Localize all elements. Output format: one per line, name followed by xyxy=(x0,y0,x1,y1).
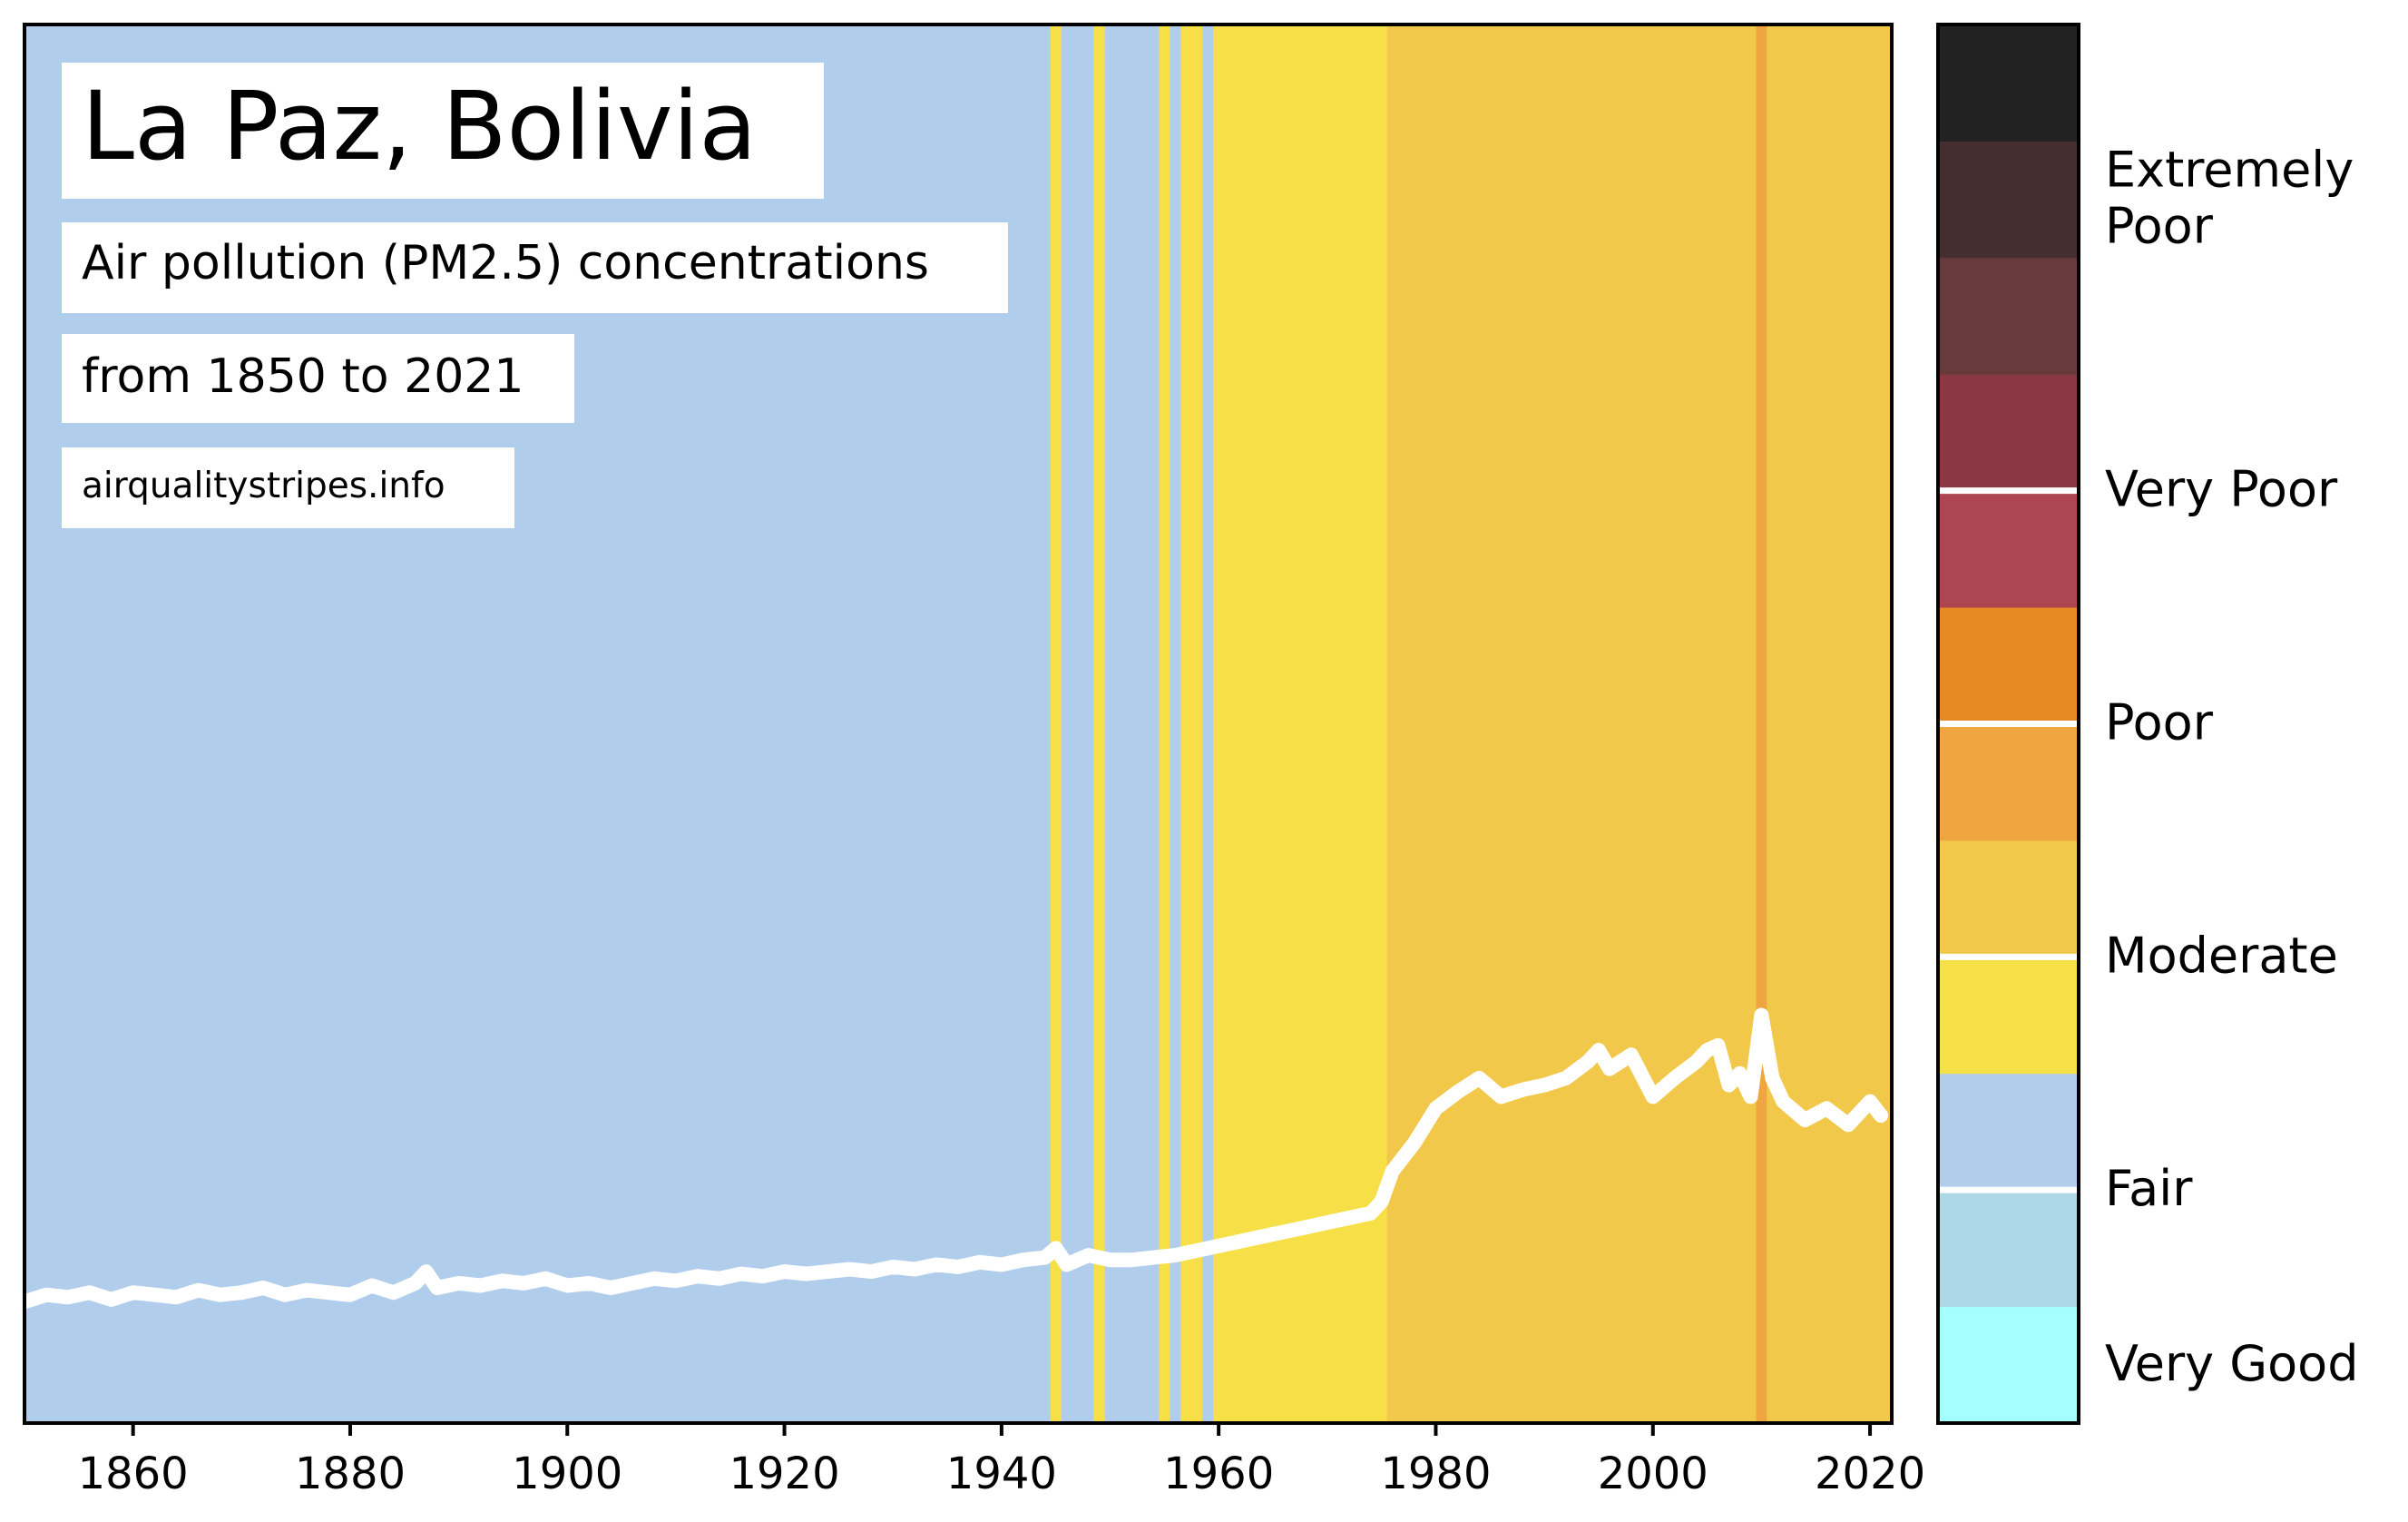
x-tick-label-1900: 1900 xyxy=(512,1448,622,1499)
subtitle-box-1: Air pollution (PM2.5) concentrations xyxy=(62,222,1008,313)
x-tick-label-1880: 1880 xyxy=(295,1448,406,1499)
stripe-4 xyxy=(1104,25,1160,1423)
legend-label-poor: Poor xyxy=(2105,694,2214,751)
chart-title: La Paz, Bolivia xyxy=(82,71,757,182)
subtitle-2-background xyxy=(62,334,574,423)
legend-label-fair: Fair xyxy=(2105,1160,2193,1217)
title-background xyxy=(62,63,824,199)
stripe-12 xyxy=(1767,25,1893,1423)
legend-segment-4 xyxy=(1938,840,2079,957)
legend-segment-2 xyxy=(1938,1073,2079,1191)
stripe-9 xyxy=(1213,25,1388,1423)
legend-segment-7 xyxy=(1938,490,2079,608)
legend-labels: Very Good Fair Moderate Poor Very Poor Extrem… xyxy=(2105,142,2359,1392)
chart-subtitle-line2: from 1850 to 2021 xyxy=(82,349,524,404)
pm25-series-line xyxy=(17,1007,1888,1310)
legend-segment-3 xyxy=(1938,957,2079,1075)
title-box: La Paz, Bolivia xyxy=(62,63,824,199)
legend-label-very-poor: Very Poor xyxy=(2105,461,2338,518)
x-tick-label-1960: 1960 xyxy=(1163,1448,1274,1499)
x-tick-label-1980: 1980 xyxy=(1380,1448,1491,1499)
x-tick-label-2020: 2020 xyxy=(1815,1448,1925,1499)
stripe-8 xyxy=(1202,25,1214,1423)
legend-frame xyxy=(1936,23,2080,1425)
legend-segment-6 xyxy=(1938,607,2079,724)
stripe-5 xyxy=(1159,25,1170,1423)
source-box: airqualitystripes.info xyxy=(62,447,514,528)
stripe-1 xyxy=(1050,25,1062,1423)
source-label: airqualitystripes.info xyxy=(82,466,445,506)
stripe-7 xyxy=(1180,25,1203,1423)
legend-segment-9 xyxy=(1938,257,2079,375)
stripe-6 xyxy=(1170,25,1181,1423)
legend-segment-11 xyxy=(1938,25,2079,142)
legend-label-extremely-poor: Extremely Poor xyxy=(2105,142,2354,255)
chart-subtitle-line1: Air pollution (PM2.5) concentrations xyxy=(82,236,929,290)
x-tick-label-1920: 1920 xyxy=(729,1448,839,1499)
x-tick-label-2000: 2000 xyxy=(1598,1448,1708,1499)
legend-segment-1 xyxy=(1938,1190,2079,1308)
stripe-10 xyxy=(1386,25,1757,1423)
stripe-11 xyxy=(1756,25,1767,1423)
legend-segment-8 xyxy=(1938,374,2079,492)
plot-frame xyxy=(23,23,1894,1425)
stripe-2 xyxy=(1061,25,1095,1423)
subtitle-box-2: from 1850 to 2021 xyxy=(62,334,574,423)
legend-segment-0 xyxy=(1938,1306,2079,1424)
legend-label-very-good: Very Good xyxy=(2105,1335,2359,1392)
legend-segment-10 xyxy=(1938,141,2079,259)
color-legend xyxy=(1938,25,2079,1424)
source-background xyxy=(62,447,514,528)
legend-label-moderate: Moderate xyxy=(2105,927,2338,984)
x-tick-label-1940: 1940 xyxy=(946,1448,1057,1499)
x-axis: 1860 1880 1900 1920 1940 1960 1980 2000 2020 xyxy=(78,1423,1925,1499)
legend-segment-5 xyxy=(1938,723,2079,841)
subtitle-1-background xyxy=(62,222,1008,313)
stripe-3 xyxy=(1093,25,1106,1423)
x-tick-label-1860: 1860 xyxy=(78,1448,189,1499)
